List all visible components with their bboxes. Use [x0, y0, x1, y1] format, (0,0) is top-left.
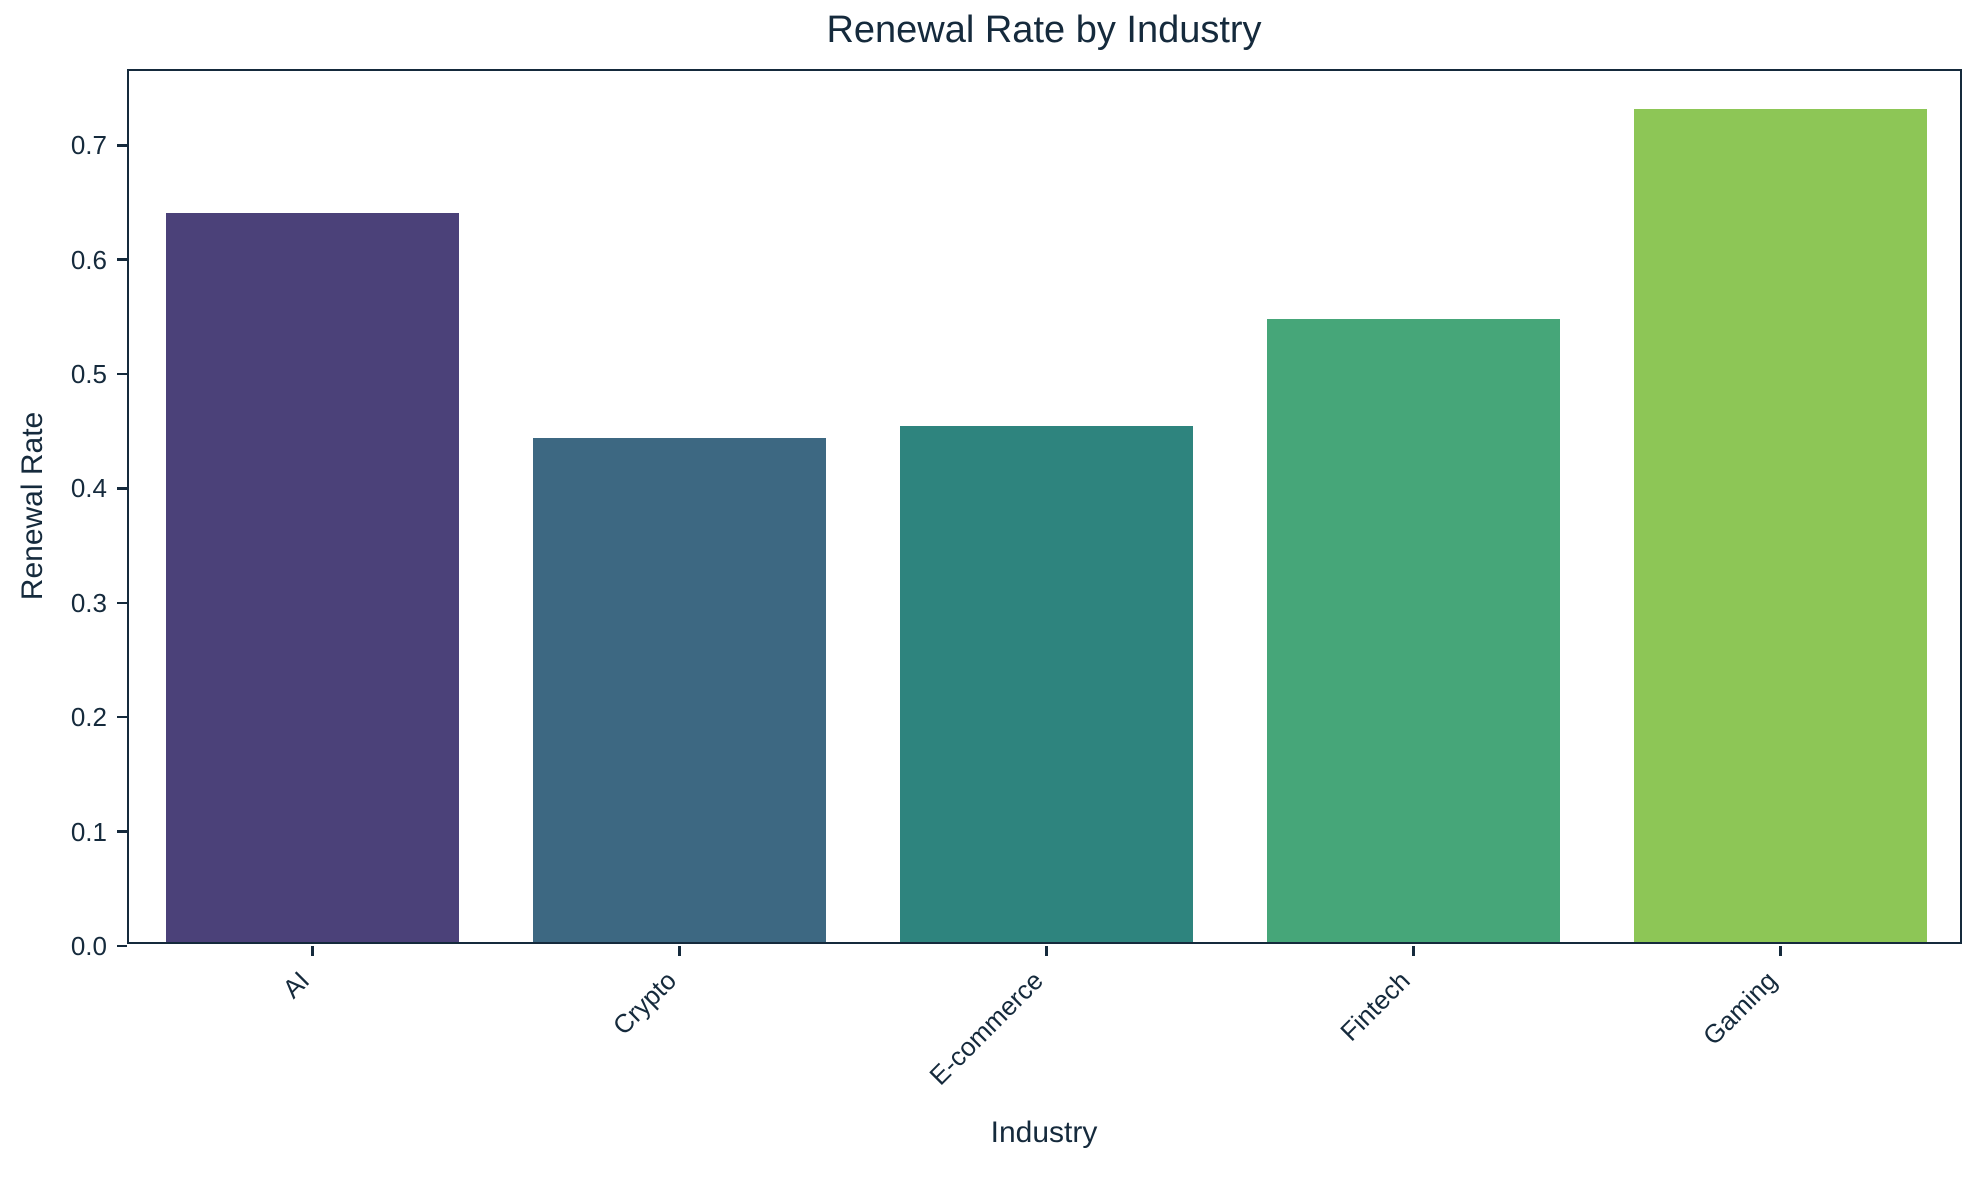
y-tick-label-0.5: 0.5 [70, 359, 107, 390]
y-tick-mark-0.3 [116, 601, 127, 605]
y-tick-mark-0.0 [116, 944, 127, 948]
y-tick-mark-0.2 [116, 715, 127, 719]
x-tick-mark-gaming [1779, 946, 1782, 956]
y-tick-mark-0.4 [116, 487, 127, 490]
bar-ai [165, 213, 460, 942]
y-tick-label-0.2: 0.2 [70, 702, 107, 733]
y-tick-mark-0.1 [116, 830, 127, 833]
x-tick-mark-e-commerce [1045, 946, 1048, 956]
x-tick-mark-fintech [1412, 946, 1415, 956]
x-tick-label-e-commerce: E-commerce [923, 965, 1050, 1091]
x-axis-label: Industry [990, 1116, 1098, 1149]
bar-fintech [1266, 318, 1561, 942]
x-tick-mark-crypto [678, 946, 681, 956]
y-tick-label-0.0: 0.0 [70, 931, 107, 961]
y-tick-mark-0.6 [116, 258, 127, 261]
y-tick-label-0.4: 0.4 [70, 473, 107, 504]
bar-e-commerce [899, 426, 1194, 942]
chart-title: Renewal Rate by Industry [826, 9, 1262, 51]
y-tick-label-0.6: 0.6 [70, 244, 107, 275]
y-axis-label: Renewal Rate [16, 411, 49, 601]
x-tick-label-crypto: Crypto [606, 965, 683, 1041]
x-tick-label-ai: AI [276, 965, 316, 1004]
y-tick-label-0.1: 0.1 [70, 816, 107, 847]
y-tick-mark-0.7 [116, 144, 127, 147]
x-tick-mark-ai [311, 946, 314, 956]
bar-gaming [1633, 109, 1928, 942]
y-tick-mark-0.5 [116, 372, 127, 376]
y-tick-label-0.3: 0.3 [70, 587, 107, 618]
plot-area: AI Crypto E-commerce Fintech Gaming 0.0 0.1 0.2… [71, 69, 1962, 1091]
x-tick-label-gaming: Gaming [1697, 965, 1784, 1051]
bar-crypto [532, 437, 827, 942]
x-tick-label-fintech: Fintech [1334, 965, 1417, 1047]
y-tick-label-0.7: 0.7 [70, 130, 107, 161]
